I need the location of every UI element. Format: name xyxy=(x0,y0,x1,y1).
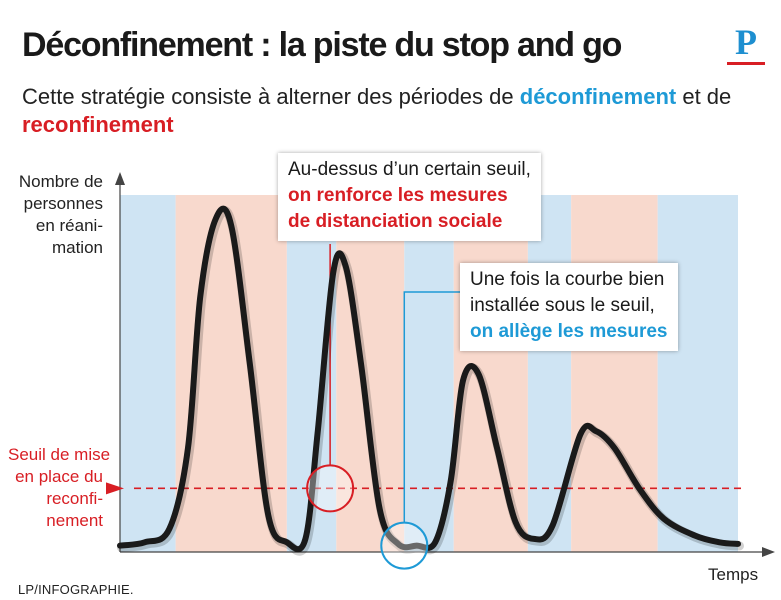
x-axis-label: Temps xyxy=(708,565,759,584)
threshold-label-line: en place du xyxy=(15,467,103,486)
callout-emphasis: de distanciation sociale xyxy=(288,211,503,232)
band-deconfinement xyxy=(120,195,176,552)
marker-group xyxy=(306,464,429,570)
y-axis-arrow-icon xyxy=(115,172,125,185)
subtitle-text: Cette stratégie consiste à alterner des … xyxy=(22,84,514,109)
x-axis-arrow-icon xyxy=(762,547,775,557)
brand-logo: P xyxy=(727,22,765,65)
band-deconfinement xyxy=(404,195,454,552)
callout-line: Une fois la courbe bien xyxy=(470,269,665,290)
threshold-line-group xyxy=(106,482,745,495)
band-deconfinement xyxy=(657,195,738,552)
credit-text: LP/INFOGRAPHIE. xyxy=(18,582,134,597)
callout-strengthen-measures: Au-dessus d’un certain seuil, on renforc… xyxy=(278,153,541,241)
curve-line xyxy=(117,205,741,553)
y-axis-label: Nombre de personnes en réani- mation xyxy=(8,171,103,259)
chart-title: Déconfinement : la piste du stop and go xyxy=(22,26,622,64)
threshold-label-line: nement xyxy=(46,511,103,530)
marker-circle-blue xyxy=(380,521,429,570)
y-axis-label-line: personnes xyxy=(23,194,103,213)
curve-group xyxy=(117,205,744,556)
logo-letter: P xyxy=(735,22,757,62)
threshold-label: Seuil de mise en place du reconfi- nemen… xyxy=(8,444,111,532)
threshold-label-line: Seuil de mise xyxy=(8,445,111,464)
callout-emphasis: on allège les mesures xyxy=(470,321,668,342)
subtitle-text-middle: et de xyxy=(682,84,732,109)
callout-line: Au-dessus d’un certain seuil, xyxy=(288,159,531,180)
callout-relax-measures: Une fois la courbe bien installée sous l… xyxy=(460,263,678,351)
threshold-arrow-icon xyxy=(106,482,124,495)
band-reconfinement xyxy=(336,195,405,552)
leader-line-blue xyxy=(403,291,463,523)
subtitle-highlight-deconfinement: déconfinement xyxy=(519,84,677,109)
callout-line: installée sous le seuil, xyxy=(470,295,655,316)
threshold-label-line: reconfi- xyxy=(46,489,103,508)
subtitle-highlight-reconfinement: reconfinement xyxy=(22,112,174,137)
marker-circle-red xyxy=(306,464,355,513)
y-axis-label-line: en réani- xyxy=(35,216,103,235)
phase-bands xyxy=(120,195,738,552)
y-axis-label-line: Nombre de xyxy=(18,172,103,191)
chart-subtitle: Cette stratégie consiste à alterner des … xyxy=(22,83,762,139)
y-axis-label-line: mation xyxy=(51,238,103,257)
callout-emphasis: on renforce les mesures xyxy=(288,185,508,206)
